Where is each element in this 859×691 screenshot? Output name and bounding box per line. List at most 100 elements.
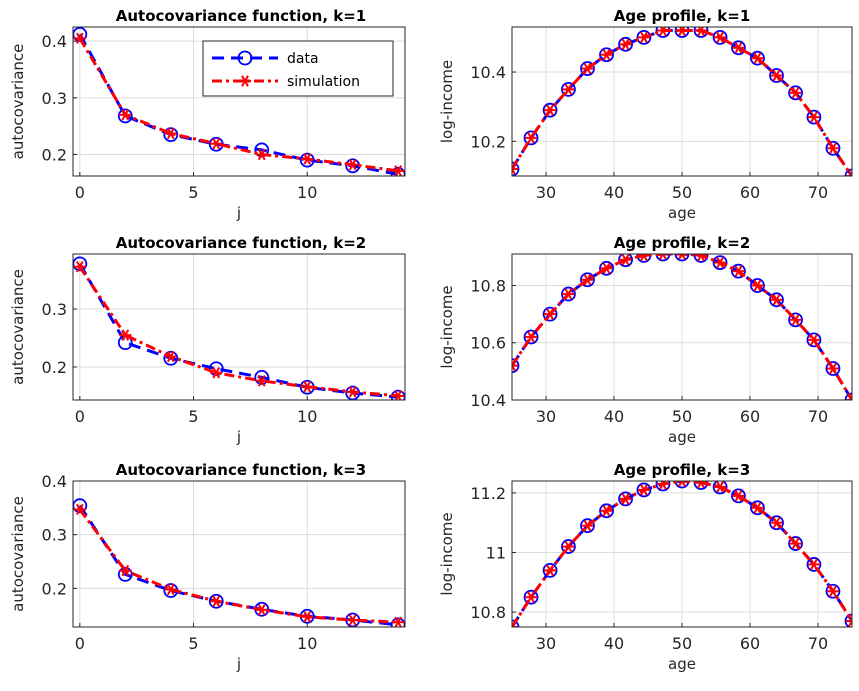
data-point-circle [769, 292, 784, 308]
axes-box [72, 26, 406, 177]
data-point-asterisk [751, 52, 764, 64]
data-point-asterisk [73, 261, 86, 273]
data-point-asterisk [807, 334, 820, 346]
x-tick-label: 50 [672, 183, 692, 202]
data-point-asterisk [544, 104, 557, 116]
data-point-asterisk [512, 163, 518, 175]
data-point-asterisk [826, 362, 839, 375]
data-point-asterisk [392, 616, 405, 627]
data-point-circle [769, 68, 784, 83]
series-simulation [73, 32, 405, 176]
y-tick-label: 11.2 [470, 484, 506, 503]
data-point-asterisk [255, 148, 268, 161]
data-point-asterisk [525, 132, 538, 144]
data-point-circle [825, 140, 841, 156]
data-point-circle [750, 500, 765, 516]
legend-marker-circle [237, 50, 253, 66]
y-tick-label: 0.2 [42, 358, 67, 377]
data-point-circle [636, 29, 652, 45]
data-point-circle [523, 130, 539, 146]
data-point-asterisk [619, 254, 632, 266]
x-axis-label: j [236, 428, 241, 446]
data-point-circle [512, 358, 520, 374]
axes-box [72, 480, 406, 628]
data-point-asterisk [512, 359, 518, 372]
legend: data simulation [202, 40, 394, 97]
y-tick-label: 10.4 [470, 63, 506, 82]
data-point-circle [731, 263, 746, 279]
x-tick-label: 60 [740, 407, 760, 426]
data-point-asterisk [826, 585, 839, 597]
data-point-circle [693, 254, 709, 263]
data-point-circle [117, 566, 133, 582]
data-point-circle [254, 370, 270, 385]
data-point-asterisk [346, 386, 359, 398]
data-point-circle [512, 161, 520, 176]
y-tick-label: 0.2 [42, 145, 67, 164]
series-simulation [512, 27, 852, 176]
series-line-data [78, 263, 399, 399]
y-axis-label: autocovariance [9, 496, 27, 612]
data-point-asterisk [301, 611, 314, 623]
data-point-asterisk [846, 170, 852, 176]
data-point-asterisk [562, 288, 575, 300]
chart-title: Autocovariance function, k=1 [116, 7, 366, 25]
data-point-asterisk [714, 481, 727, 493]
data-point-circle [599, 503, 614, 519]
data-point-circle [561, 81, 576, 97]
x-tick-label: 60 [740, 634, 760, 653]
y-tick-label: 0.4 [42, 32, 67, 51]
data-point-asterisk [119, 329, 132, 341]
chart-panel-3: 0 5 10 0.2 0.3 Autocovariance function, k=2 j a… [9, 234, 406, 446]
data-point-circle [542, 306, 558, 322]
data-point-asterisk [732, 490, 745, 502]
chart-panel-1: 0 5 10 0.2 0.3 0.4 Autocovariance function, k=… [9, 7, 406, 222]
data-point-circle [844, 613, 852, 627]
series-line-simulation [78, 508, 399, 624]
legend-label-simulation: simulation [287, 74, 360, 90]
data-point-asterisk [164, 583, 177, 596]
x-tick-label: 50 [672, 634, 692, 653]
chart-title: Age profile, k=2 [614, 234, 751, 252]
data-point-circle [750, 50, 765, 66]
x-tick-label: 40 [604, 634, 624, 653]
data-point-asterisk [562, 540, 575, 553]
data-point-asterisk [619, 493, 632, 505]
y-axis-label: log-income [438, 60, 456, 143]
x-tick-label: 10 [297, 634, 317, 653]
data-point-circle [580, 272, 595, 288]
data-point-circle [674, 481, 690, 489]
data-point-asterisk [619, 38, 632, 51]
data-point-asterisk [656, 27, 669, 37]
data-point-circle [208, 361, 224, 377]
data-point-asterisk [600, 49, 613, 61]
data-point-circle [580, 518, 595, 534]
data-point-asterisk [789, 87, 802, 99]
data-point-asterisk [73, 32, 86, 45]
x-axis-label: age [668, 204, 696, 222]
data-point-asterisk [846, 615, 852, 627]
data-point-asterisk [210, 595, 223, 607]
data-point-asterisk [826, 142, 839, 154]
data-point-asterisk [637, 31, 650, 44]
data-point-circle [561, 539, 576, 554]
y-axis-label: autocovariance [9, 44, 27, 160]
data-point-asterisk [695, 481, 708, 489]
chart-title: Autocovariance function, k=2 [116, 234, 366, 252]
data-point-asterisk [581, 274, 594, 286]
data-point-asterisk [637, 254, 650, 262]
x-axis-label: age [668, 428, 696, 446]
data-point-asterisk [581, 519, 594, 532]
x-tick-label: 40 [604, 407, 624, 426]
data-point-circle [599, 47, 614, 63]
data-point-asterisk [301, 153, 314, 165]
data-point-circle [806, 109, 822, 125]
data-point-asterisk [600, 505, 613, 517]
series-simulation [512, 481, 852, 627]
data-point-asterisk [770, 69, 783, 82]
x-tick-label: 0 [75, 634, 85, 653]
series-line-simulation [78, 37, 399, 173]
data-point-circle [636, 482, 652, 498]
data-point-asterisk [255, 375, 268, 387]
data-point-asterisk [807, 558, 820, 571]
